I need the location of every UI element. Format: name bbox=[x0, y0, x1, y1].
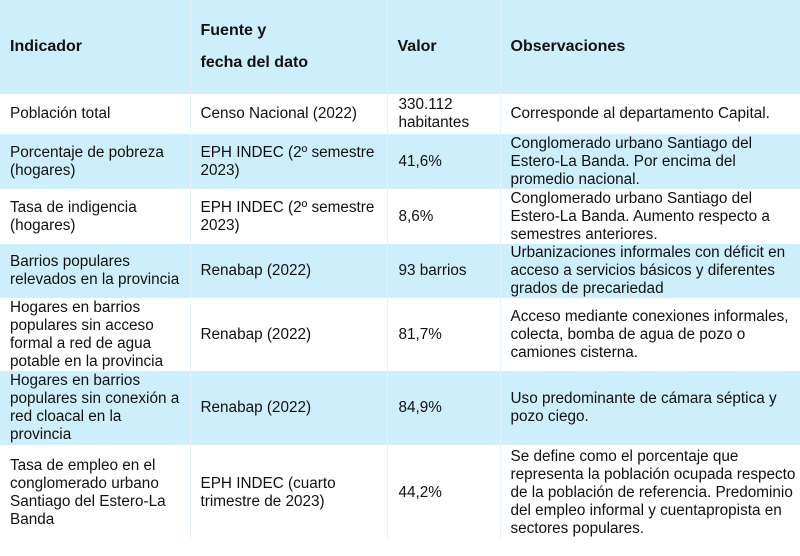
cell-observaciones: Conglomerado urbano Santiago del Estero-… bbox=[499, 134, 800, 189]
header-valor: Valor bbox=[386, 0, 500, 94]
cell-indicador: Porcentaje de pobreza (hogares) bbox=[10, 143, 164, 179]
table-row: Tasa de empleo en el conglomerado urbano… bbox=[0, 445, 800, 540]
table-row: Hogares en barrios populares sin conexió… bbox=[0, 371, 800, 445]
cell-fuente: EPH INDEC (2º semestre 2023) bbox=[189, 134, 387, 189]
table-row: Tasa de indigencia (hogares) EPH INDEC (… bbox=[0, 189, 800, 244]
cell-observaciones: Corresponde al departamento Capital. bbox=[499, 94, 800, 134]
cell-valor: 330.112 habitantes bbox=[386, 94, 500, 134]
table-row: Hogares en barrios populares sin acceso … bbox=[0, 298, 800, 371]
cell-observaciones: Conglomerado urbano Santiago del Estero-… bbox=[499, 189, 800, 244]
cell-fuente: EPH INDEC (2º semestre 2023) bbox=[189, 189, 387, 244]
table-row: Barrios populares relevados en la provin… bbox=[0, 244, 800, 298]
cell-fuente: Censo Nacional (2022) bbox=[189, 94, 387, 134]
cell-fuente: Renabap (2022) bbox=[189, 244, 387, 298]
cell-fuente: EPH INDEC (cuarto trimestre de 2023) bbox=[189, 445, 387, 540]
cell-valor: 93 barrios bbox=[386, 244, 500, 298]
cell-valor: 81,7% bbox=[386, 298, 500, 371]
cell-valor: 44,2% bbox=[386, 445, 500, 540]
cell-indicador: Tasa de empleo en el conglomerado urbano… bbox=[10, 456, 166, 528]
cell-observaciones: Urbanizaciones informales con déficit en… bbox=[499, 244, 800, 298]
header-fuente: Fuente y fecha del dato bbox=[189, 0, 387, 94]
cell-fuente: Renabap (2022) bbox=[189, 371, 387, 445]
cell-observaciones: Se define como el porcentaje que represe… bbox=[499, 445, 800, 540]
cell-valor: 41,6% bbox=[386, 134, 500, 189]
cell-indicador: Población total bbox=[10, 105, 111, 122]
cell-observaciones: Uso predominante de cámara séptica y poz… bbox=[499, 371, 800, 445]
header-indicador: Indicador bbox=[10, 38, 83, 55]
header-observaciones: Observaciones bbox=[499, 0, 800, 94]
cell-indicador: Barrios populares relevados en la provin… bbox=[10, 253, 180, 288]
cell-valor: 84,9% bbox=[386, 371, 500, 445]
cell-observaciones: Acceso mediante conexiones informales, c… bbox=[499, 298, 800, 371]
table-row: Población total Censo Nacional (2022) 33… bbox=[0, 94, 800, 134]
header-row: Indicador Fuente y fecha del dato Valor O… bbox=[0, 0, 800, 94]
indicators-table: Indicador Fuente y fecha del dato Valor O… bbox=[0, 0, 800, 540]
table-row: Porcentaje de pobreza (hogares) EPH INDE… bbox=[0, 134, 800, 189]
header-fuente-line1: Fuente y bbox=[200, 22, 267, 39]
header-fuente-line2: fecha del dato bbox=[200, 54, 309, 71]
cell-indicador: Hogares en barrios populares sin acceso … bbox=[10, 298, 164, 370]
cell-fuente: Renabap (2022) bbox=[189, 298, 387, 371]
cell-indicador: Tasa de indigencia (hogares) bbox=[10, 198, 137, 234]
cell-valor: 8,6% bbox=[386, 189, 500, 244]
cell-indicador: Hogares en barrios populares sin conexió… bbox=[10, 372, 180, 443]
